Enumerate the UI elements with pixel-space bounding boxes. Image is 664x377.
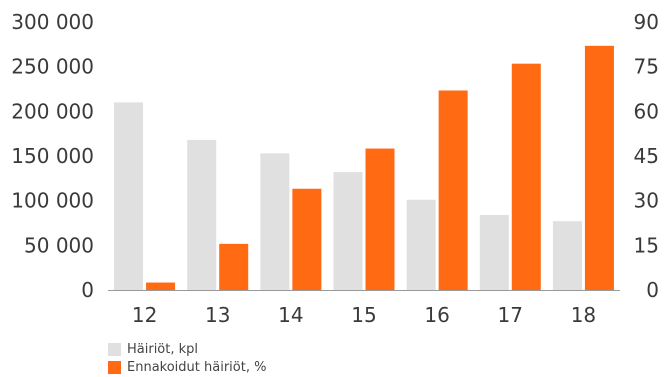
y-right-tick-label: 60: [634, 99, 659, 123]
y-left-tick-label: 300 000: [11, 10, 94, 34]
legend-label-hairiot: Häiriöt, kpl: [127, 341, 199, 357]
y-left-tick-label: 50 000: [24, 233, 94, 257]
legend-swatch-hairiot: [108, 342, 121, 356]
bar-chart: 0 50 000 100 000 150 000 200 000 250 000 300 0…: [11, 10, 659, 327]
bar-hairiot: [187, 139, 217, 290]
legend-swatch-ennakoidut: [108, 360, 121, 374]
bar-ennakoidut: [219, 243, 249, 290]
x-tick-label: 16: [424, 303, 449, 327]
y-left-tick-label: 250 000: [11, 55, 94, 79]
x-tick-label: 14: [278, 303, 303, 327]
bar-hairiot: [552, 221, 582, 290]
bar-hairiot: [114, 102, 144, 291]
legend-item-ennakoidut: Ennakoidut häiriöt, %: [108, 358, 266, 376]
y-left-tick-label: 100 000: [11, 189, 94, 213]
bar-hairiot: [406, 199, 436, 290]
bar-hairiot: [260, 153, 290, 290]
legend-label-ennakoidut: Ennakoidut häiriöt, %: [127, 359, 267, 375]
y-right-tick-label: 30: [634, 189, 659, 213]
x-tick-label: 18: [571, 303, 596, 327]
bar-ennakoidut: [365, 148, 395, 290]
bar-ennakoidut: [511, 63, 541, 290]
legend-item-hairiot: Häiriöt, kpl: [108, 340, 266, 358]
bar-ennakoidut: [584, 45, 614, 291]
bar-ennakoidut: [438, 90, 468, 290]
bar-hairiot: [479, 214, 509, 290]
bar-ennakoidut: [146, 282, 176, 290]
y-right-tick-label: 15: [634, 233, 659, 257]
y-right-tick-label: 0: [646, 278, 659, 302]
x-tick-label: 15: [351, 303, 376, 327]
x-tick-label: 17: [498, 303, 523, 327]
legend: Häiriöt, kpl Ennakoidut häiriöt, %: [108, 340, 266, 376]
y-right-tick-label: 45: [634, 144, 659, 168]
y-left-tick-label: 0: [81, 278, 94, 302]
x-tick-label: 13: [205, 303, 230, 327]
y-left-tick-label: 200 000: [11, 99, 94, 123]
y-right-tick-label: 90: [634, 10, 659, 34]
bar-ennakoidut: [292, 188, 322, 290]
y-right-tick-label: 75: [634, 55, 659, 79]
bar-hairiot: [333, 172, 363, 290]
x-tick-label: 12: [132, 303, 157, 327]
y-left-tick-label: 150 000: [11, 144, 94, 168]
